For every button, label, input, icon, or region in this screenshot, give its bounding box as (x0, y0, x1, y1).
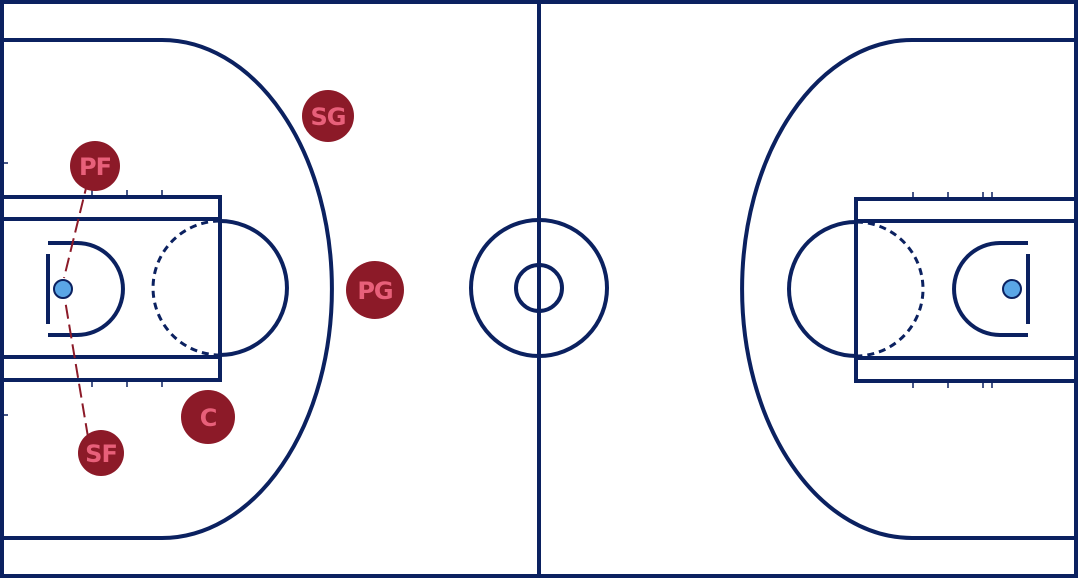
right-lane-outer (854, 197, 1078, 383)
center-circle-inner (514, 263, 564, 313)
player-label: PG (357, 277, 392, 305)
right-three-point-line (740, 38, 1076, 540)
left-basket-rim (53, 279, 73, 299)
player-label: SG (311, 103, 346, 131)
left-free-throw-arc-dashed (151, 219, 221, 357)
player-c[interactable]: C (181, 390, 235, 444)
left-free-throw-arc (219, 219, 289, 357)
player-label: SF (85, 440, 117, 468)
right-basket-rim (1002, 279, 1022, 299)
left-three-point-line (2, 38, 334, 540)
left-half-court (0, 38, 334, 540)
left-lane-outer (0, 195, 222, 382)
player-sf[interactable]: SF (78, 430, 124, 476)
player-pf[interactable]: PF (70, 141, 120, 191)
center-circle-outer (469, 218, 609, 358)
pass-line-sf (64, 299, 89, 438)
player-token (78, 430, 124, 476)
right-lane-inner (854, 219, 1078, 360)
player-token (70, 141, 120, 191)
player-label: C (200, 404, 217, 432)
player-token (181, 390, 235, 444)
right-free-throw-arc-dashed (855, 220, 925, 358)
player-sg[interactable]: SG (302, 90, 354, 142)
left-lane-inner (0, 217, 222, 359)
right-restricted-area (952, 241, 1028, 337)
player-token (346, 261, 404, 319)
pass-line-pf (63, 179, 89, 279)
player-pg[interactable]: PG (346, 261, 404, 319)
right-free-throw-arc (787, 220, 857, 358)
left-restricted-area (48, 241, 125, 337)
player-label: PF (79, 153, 111, 181)
right-half-court (740, 38, 1078, 540)
player-token (302, 90, 354, 142)
